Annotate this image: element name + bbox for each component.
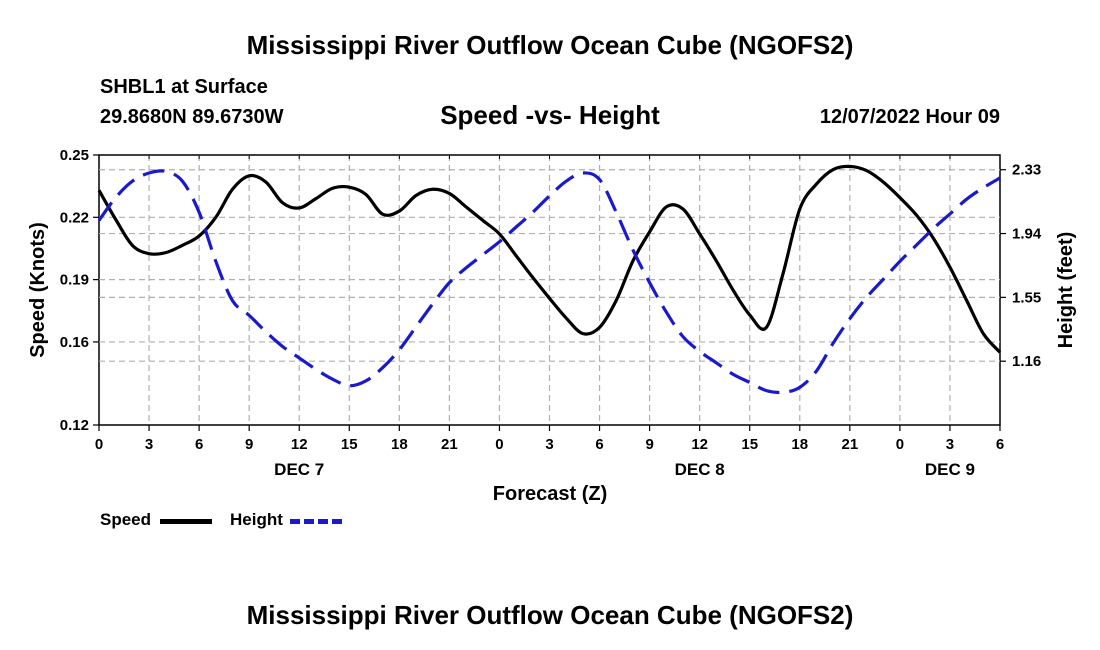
x-tick-label: 3 <box>145 436 153 453</box>
x-tick-label: 18 <box>391 436 408 453</box>
y2-axis-title: Height (feet) <box>1055 232 1077 349</box>
chart-subtitle: Speed -vs- Height <box>440 100 660 130</box>
x-tick-label: 6 <box>195 436 203 453</box>
station-coordinates: 29.8680N 89.6730W <box>100 106 284 128</box>
x-tick-label: 3 <box>946 436 954 453</box>
day-label: DEC 9 <box>925 460 975 479</box>
x-tick-label: 12 <box>691 436 708 453</box>
x-tick-label: 0 <box>896 436 904 453</box>
x-tick-label: 6 <box>996 436 1004 453</box>
legend-height-swatch <box>290 519 342 524</box>
series-line-height <box>97 169 1001 395</box>
chart-title: Mississippi River Outflow Ocean Cube (NG… <box>246 30 854 60</box>
legend-height-label: Height <box>230 510 283 529</box>
second-chart-title: Mississippi River Outflow Ocean Cube (NG… <box>246 600 854 630</box>
x-tick-label: 9 <box>245 436 253 453</box>
x-tick-label: 0 <box>495 436 503 453</box>
legend-speed-swatch <box>160 519 212 524</box>
day-label: DEC 7 <box>274 460 324 479</box>
grid <box>99 155 1000 425</box>
x-tick-label: 21 <box>441 436 458 453</box>
series-layer <box>97 164 1002 395</box>
y-tick-label: 0.12 <box>60 417 89 434</box>
y-tick-label: 0.25 <box>60 147 89 164</box>
x-tick-label: 12 <box>291 436 308 453</box>
y2-tick-label: 1.55 <box>1012 289 1041 306</box>
x-tick-label: 9 <box>645 436 653 453</box>
y-axis-title: Speed (Knots) <box>27 222 49 358</box>
x-tick-label: 3 <box>545 436 553 453</box>
y-tick-label: 0.16 <box>60 334 89 351</box>
x-tick-label: 6 <box>595 436 603 453</box>
legend-speed-label: Speed <box>100 510 152 529</box>
day-label: DEC 8 <box>675 460 725 479</box>
x-axis-title: Forecast (Z) <box>493 483 607 505</box>
x-tick-label: 15 <box>741 436 758 453</box>
x-tick-label: 15 <box>341 436 358 453</box>
y-tick-label: 0.22 <box>60 209 89 226</box>
forecast-datetime: 12/07/2022 Hour 09 <box>819 106 1000 128</box>
y2-tick-label: 1.16 <box>1012 353 1041 370</box>
x-tick-label: 21 <box>841 436 858 453</box>
x-tick-label: 18 <box>791 436 808 453</box>
series-line-speed <box>97 164 1002 354</box>
station-label: SHBL1 at Surface <box>100 76 268 98</box>
y-tick-label: 0.19 <box>60 272 89 289</box>
y2-tick-label: 1.94 <box>1012 226 1042 243</box>
x-tick-label: 0 <box>95 436 103 453</box>
y2-tick-label: 2.33 <box>1012 162 1041 179</box>
axes: 0 3 6 9 12 15 18 21 0 3 6 9 12 15 18 21 0 3 6 DEC 7 DEC 8 DEC… <box>60 147 1042 479</box>
